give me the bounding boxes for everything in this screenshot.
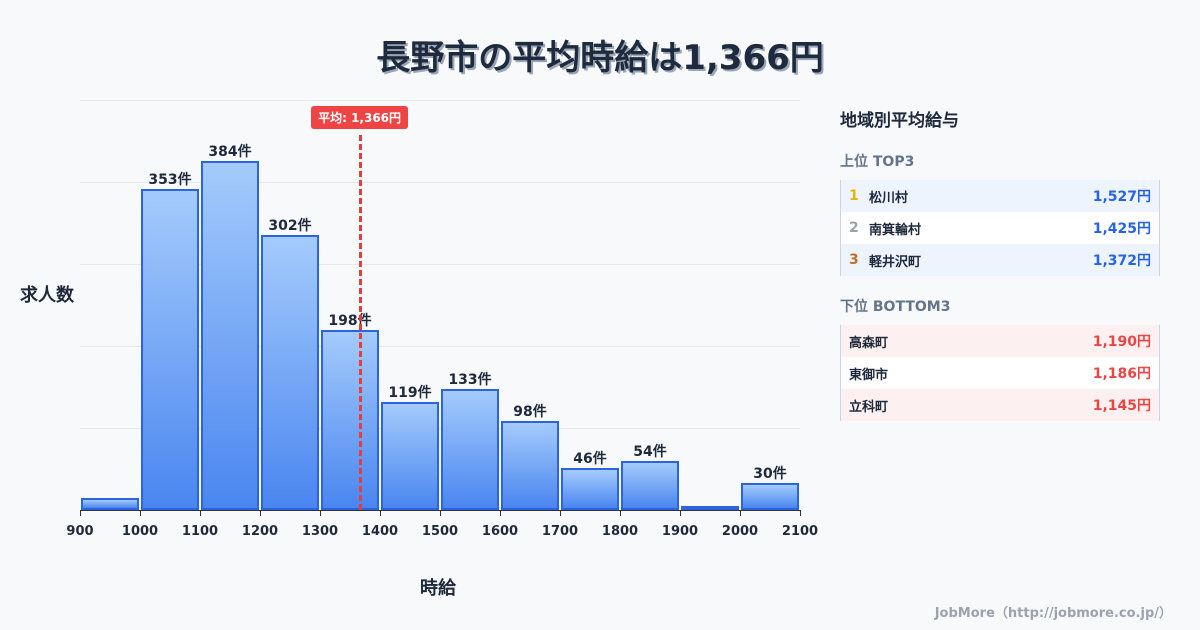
- regional-salary-panel: 地域別平均給与 上位 TOP3 1 松川村 1,527円 2 南箕輪村 1,42…: [840, 100, 1160, 421]
- bar-value-label: 133件: [448, 372, 492, 389]
- x-tick-label: 2000: [721, 524, 759, 539]
- x-tick-label: 1800: [601, 524, 639, 539]
- x-tick: [80, 510, 81, 516]
- mean-line: [358, 135, 362, 510]
- histogram-bar: [681, 506, 739, 510]
- region-name: 高森町: [849, 335, 889, 351]
- x-tick-label: 1700: [541, 524, 579, 539]
- mean-badge: 平均: 1,366円: [311, 106, 409, 129]
- region-wage: 1,186円: [1092, 366, 1151, 382]
- gridline: [80, 346, 800, 347]
- histogram-bar: [201, 160, 259, 510]
- x-tick: [200, 510, 201, 516]
- bar-value-label: 46件: [573, 451, 607, 468]
- x-tick: [320, 510, 321, 516]
- bar-value-label: 119件: [388, 384, 432, 401]
- x-tick: [380, 510, 381, 516]
- list-item: 高森町 1,190円: [841, 325, 1159, 357]
- x-tick-label: 2100: [781, 524, 819, 539]
- histogram-bar: [261, 235, 319, 510]
- histogram-bar: [501, 420, 559, 510]
- region-name: 松川村: [869, 190, 909, 206]
- bar-value-label: 98件: [513, 403, 547, 420]
- bottom3-list: 高森町 1,190円 東御市 1,186円 立科町 1,145円: [840, 325, 1160, 421]
- x-tick-label: 1100: [181, 524, 219, 539]
- bar-value-label: 302件: [268, 218, 312, 235]
- x-tick: [740, 510, 741, 516]
- rank-number: 2: [849, 220, 859, 236]
- histogram-bar: [81, 498, 139, 510]
- histogram-bar: [321, 330, 379, 510]
- list-item: 3 軽井沢町 1,372円: [841, 244, 1159, 276]
- histogram-bar: [621, 460, 679, 510]
- histogram-bar: [141, 189, 199, 510]
- region-name: 立科町: [849, 399, 889, 415]
- rank-number: 3: [849, 252, 859, 268]
- x-tick: [260, 510, 261, 516]
- histogram-bar: [381, 401, 439, 510]
- x-tick: [680, 510, 681, 516]
- histogram-bar: [561, 468, 619, 510]
- bar-value-label: 54件: [633, 443, 667, 460]
- list-item: 2 南箕輪村 1,425円: [841, 212, 1159, 244]
- bottom3-title: 下位 BOTTOM3: [840, 299, 951, 315]
- list-item: 1 松川村 1,527円: [841, 180, 1159, 212]
- gridline: [80, 264, 800, 265]
- page-title: 長野市の平均時給は1,366円: [376, 38, 824, 78]
- region-wage: 1,425円: [1092, 221, 1151, 237]
- list-item: 立科町 1,145円: [841, 389, 1159, 421]
- gridline: [80, 428, 800, 429]
- x-tick-label: 1300: [301, 524, 339, 539]
- bar-value-label: 353件: [148, 172, 192, 189]
- x-tick-label: 1200: [241, 524, 279, 539]
- gridline: [80, 100, 800, 101]
- x-tick-label: 1600: [481, 524, 519, 539]
- rank-number: 1: [849, 188, 859, 204]
- histogram-bar: [741, 482, 799, 510]
- x-tick: [140, 510, 141, 516]
- x-tick-label: 1500: [421, 524, 459, 539]
- x-tick: [500, 510, 501, 516]
- region-wage: 1,372円: [1092, 253, 1151, 269]
- x-tick-label: 1900: [661, 524, 699, 539]
- x-tick: [440, 510, 441, 516]
- gridline: [80, 182, 800, 183]
- region-name: 東御市: [849, 367, 889, 383]
- top3-list: 1 松川村 1,527円 2 南箕輪村 1,425円 3 軽井沢町 1,372円: [840, 180, 1160, 276]
- y-axis-label: 求人数: [20, 285, 74, 306]
- region-wage: 1,190円: [1092, 334, 1151, 350]
- bar-value-label: 30件: [753, 465, 787, 482]
- x-axis-label: 時給: [420, 578, 456, 599]
- x-tick-label: 1400: [361, 524, 399, 539]
- x-tick: [560, 510, 561, 516]
- panel-title: 地域別平均給与: [840, 111, 959, 131]
- region-wage: 1,145円: [1092, 398, 1151, 414]
- bar-value-label: 384件: [208, 143, 252, 160]
- region-wage: 1,527円: [1092, 189, 1151, 205]
- region-name: 軽井沢町: [869, 254, 922, 270]
- histogram-plot: 353件 384件 302件 198件 119件 133件 98件 46件 54件 30件 900 1…: [66, 100, 818, 539]
- histogram-bar: [441, 389, 499, 510]
- list-item: 東御市 1,186円: [841, 357, 1159, 389]
- bar-value-label: 198件: [328, 313, 372, 329]
- x-tick-label: 1000: [121, 524, 159, 539]
- region-name: 南箕輪村: [869, 222, 922, 238]
- x-tick-label: 900: [66, 524, 94, 539]
- top3-title: 上位 TOP3: [840, 154, 915, 170]
- source-credit: JobMore（http://jobmore.co.jp/）: [934, 606, 1172, 621]
- x-tick: [620, 510, 621, 516]
- x-tick: [800, 510, 801, 516]
